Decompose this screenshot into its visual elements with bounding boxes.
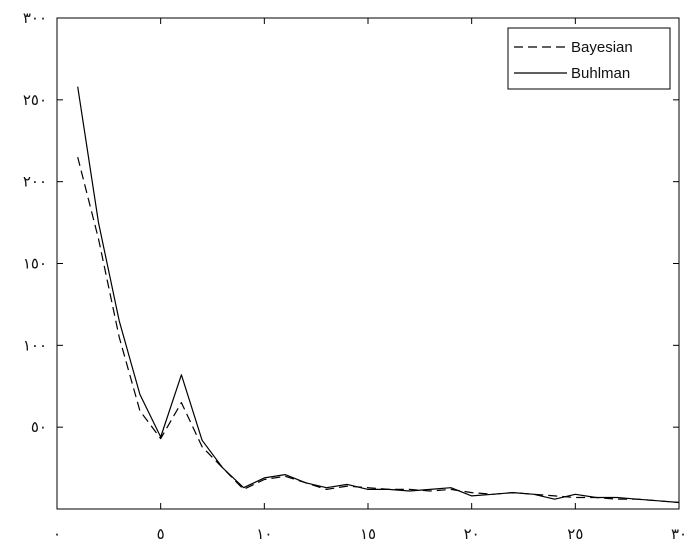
x-axis: ٠ ٥ ١٠ ١٥ ٢٠ ٢٥ ٣٠ bbox=[53, 18, 687, 543]
x-tick-label: ١٥ bbox=[360, 525, 376, 543]
legend-label-bayesian: Bayesian bbox=[571, 39, 633, 56]
legend-label-buhlman: Buhlman bbox=[571, 65, 630, 82]
x-tick-label: ٢٠ bbox=[464, 525, 480, 543]
y-tick-label: ١٠٠ bbox=[23, 336, 47, 354]
legend-box bbox=[507, 27, 671, 90]
y-tick-label: ١٥٠ bbox=[23, 255, 47, 273]
x-tick-label: ٥ bbox=[157, 525, 165, 543]
series-line-bayesian bbox=[77, 156, 680, 504]
series-line-buhlman bbox=[77, 86, 680, 504]
x-tick-label: ٣٠ bbox=[671, 525, 687, 543]
y-tick-label: ٣٠٠ bbox=[23, 9, 47, 27]
legend: Bayesian Buhlman bbox=[507, 27, 671, 90]
x-tick-label: ١٠ bbox=[256, 525, 272, 543]
series-layer bbox=[77, 86, 680, 504]
plot-area bbox=[56, 17, 680, 510]
y-tick-label: ٢٥٠ bbox=[23, 91, 47, 109]
y-tick-label: ٢٠٠ bbox=[23, 173, 47, 191]
x-tick-label: ٢٥ bbox=[567, 525, 583, 543]
y-axis: ٥٠ ١٠٠ ١٥٠ ٢٠٠ ٢٥٠ ٣٠٠ bbox=[23, 9, 679, 436]
y-tick-label: ٥٠ bbox=[31, 418, 47, 436]
x-tick-label: ٠ bbox=[53, 525, 61, 543]
